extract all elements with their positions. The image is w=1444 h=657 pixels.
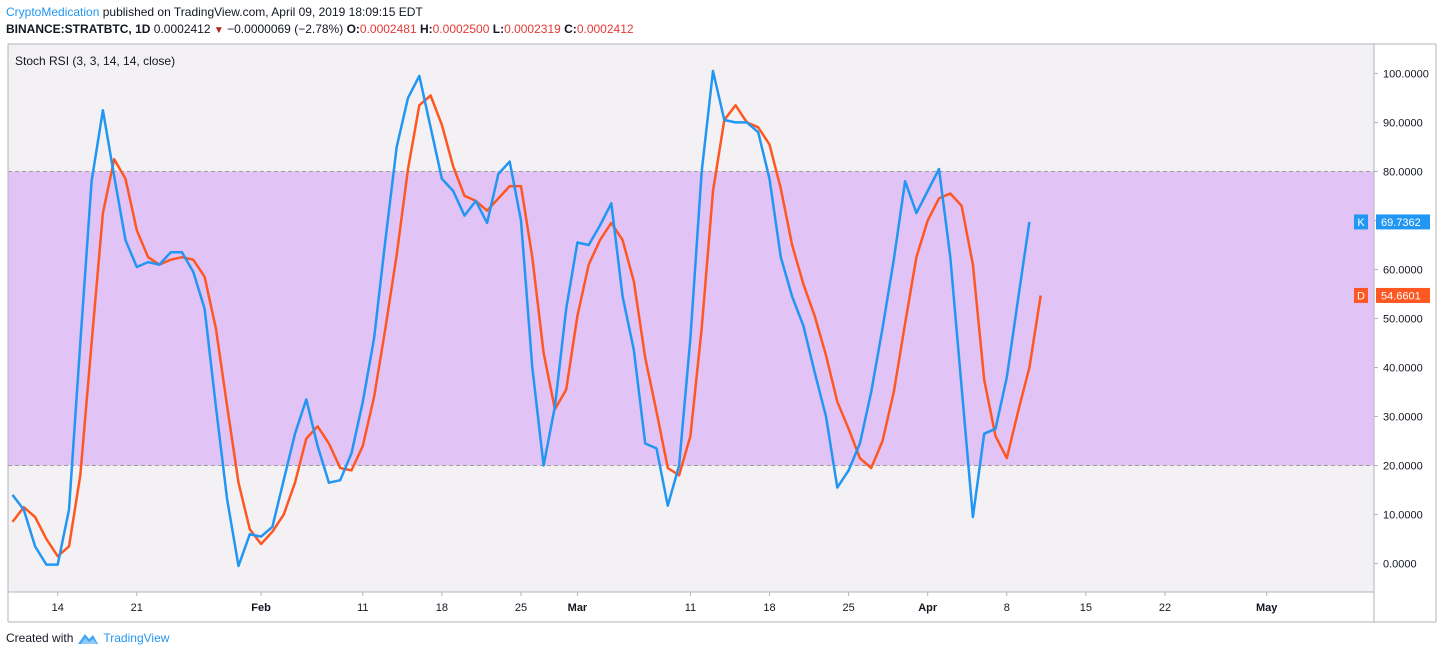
y-tick-label: 40.0000	[1383, 363, 1423, 375]
close-value: 0.0002412	[576, 22, 634, 36]
footer: Created with TradingView	[6, 631, 169, 645]
open-label: O:	[346, 22, 360, 36]
k-last-value: 69.7362	[1381, 217, 1421, 229]
y-axis-ticks: 0.0000 10.0000 20.0000 30.0000 40.0000 50.000…	[1374, 68, 1429, 571]
x-tick-label: Mar	[568, 602, 588, 614]
y-tick-label: 0.0000	[1383, 559, 1417, 571]
tradingview-logo-icon	[78, 634, 99, 644]
k-tag-letter: K	[1357, 217, 1365, 229]
d-last-value: 54.6601	[1381, 290, 1421, 302]
y-tick-label: 90.0000	[1383, 117, 1423, 129]
y-tick-label: 10.0000	[1383, 510, 1423, 522]
high-value: 0.0002500	[432, 22, 490, 36]
x-tick-label: 8	[1004, 602, 1010, 614]
low-label: L:	[492, 22, 505, 36]
y-tick-label: 50.0000	[1383, 313, 1423, 325]
tradingview-brand-link[interactable]: TradingView	[103, 631, 170, 645]
k-series-line	[11, 69, 1031, 568]
price-change: −0.0000069 (−2.78%)	[227, 22, 344, 36]
created-with-text: Created with	[6, 631, 74, 645]
x-tick-label: 22	[1159, 602, 1171, 614]
author-link[interactable]: CryptoMedication	[6, 5, 100, 19]
publish-info: CryptoMedication published on TradingVie…	[6, 5, 423, 19]
x-tick-label: 25	[842, 602, 854, 614]
x-tick-label: Feb	[251, 602, 271, 614]
x-tick-label: 21	[131, 602, 143, 614]
x-tick-label: May	[1256, 602, 1278, 614]
x-tick-label: 18	[763, 602, 775, 614]
y-tick-label: 80.0000	[1383, 166, 1423, 178]
x-tick-label: 15	[1080, 602, 1092, 614]
y-tick-label: 100.0000	[1383, 68, 1429, 80]
x-tick-label: 11	[685, 602, 696, 614]
x-tick-label: Apr	[918, 602, 938, 614]
low-value: 0.0002319	[504, 22, 561, 36]
symbol-name: BINANCE:STRATBTC, 1D	[6, 22, 151, 36]
last-price: 0.0002412	[153, 22, 211, 36]
close-label: C:	[564, 22, 577, 36]
x-tick-label: 14	[52, 602, 64, 614]
published-text: published on TradingView.com, April 09, …	[102, 5, 423, 19]
down-triangle-icon: ▼	[213, 25, 224, 36]
x-tick-label: 18	[436, 602, 448, 614]
high-label: H:	[419, 22, 433, 36]
y-tick-label: 30.0000	[1383, 412, 1423, 424]
y-tick-label: 60.0000	[1383, 264, 1423, 276]
x-axis-ticks: 14 21 Feb 11 18 25 Mar 11 18 25 Apr 8 15 22 May	[52, 592, 1278, 614]
x-tick-label: 11	[357, 602, 368, 614]
k-last-value-tag: K 69.7362	[1354, 214, 1430, 230]
open-value: 0.0002481	[359, 22, 417, 36]
d-tag-letter: D	[1357, 290, 1365, 302]
d-last-value-tag: D 54.6601	[1354, 287, 1430, 303]
indicator-title: Stoch RSI (3, 3, 14, 14, close)	[15, 54, 175, 68]
symbol-info: BINANCE:STRATBTC, 1D 0.0002412 ▼ −0.0000…	[6, 22, 634, 36]
y-tick-label: 20.0000	[1383, 461, 1423, 473]
x-tick-label: 25	[515, 602, 527, 614]
